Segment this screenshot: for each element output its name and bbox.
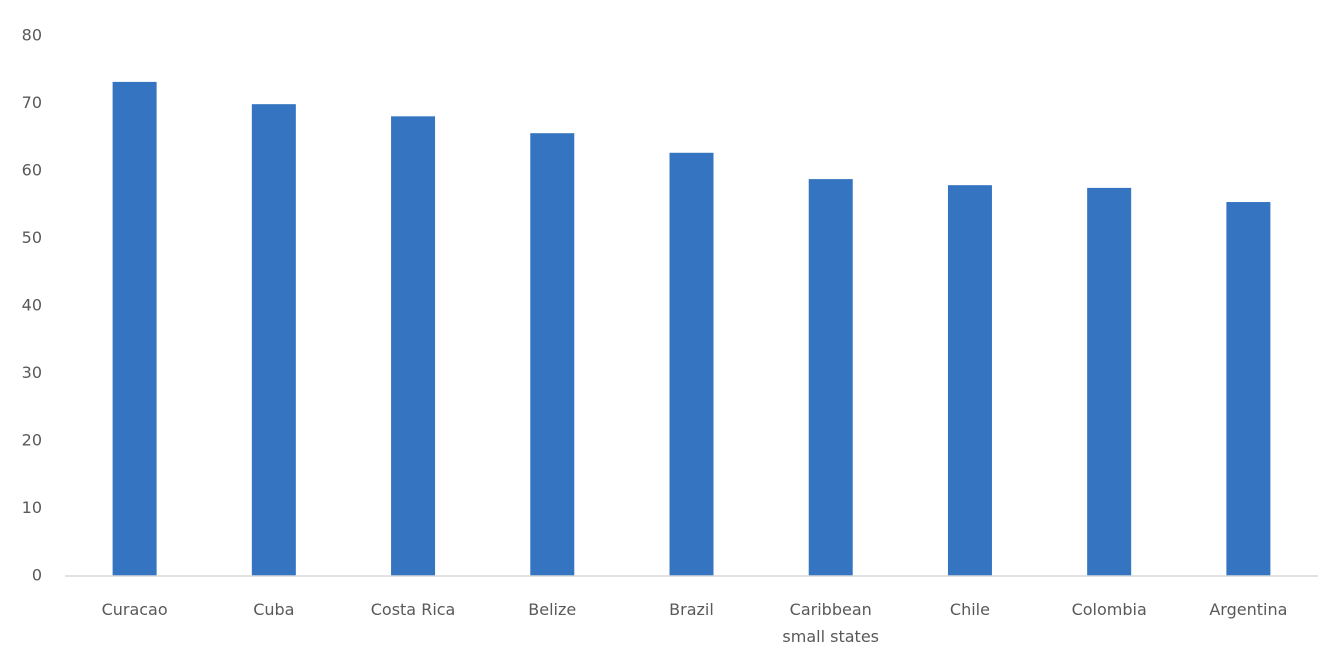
x-tick-label: Chile bbox=[949, 600, 990, 619]
x-tick-label: Belize bbox=[528, 600, 577, 619]
y-tick-label: 0 bbox=[32, 566, 42, 585]
bar bbox=[530, 133, 575, 576]
bar bbox=[1226, 202, 1271, 577]
y-tick-label: 60 bbox=[22, 161, 42, 180]
bar bbox=[1087, 187, 1132, 576]
x-tick-label: Brazil bbox=[669, 600, 714, 619]
y-tick-label: 80 bbox=[22, 26, 42, 45]
x-tick-label: Colombia bbox=[1071, 600, 1147, 619]
bar bbox=[251, 104, 296, 577]
y-tick-label: 40 bbox=[22, 296, 42, 315]
y-tick-label: 50 bbox=[22, 228, 42, 247]
x-tick-label: Costa Rica bbox=[370, 600, 456, 619]
x-tick-label: Curacao bbox=[101, 600, 168, 619]
x-tick-label: Cuba bbox=[253, 600, 295, 619]
x-tick-label: Argentina bbox=[1209, 600, 1288, 619]
bar bbox=[669, 152, 714, 576]
bar bbox=[947, 185, 992, 577]
bar bbox=[112, 81, 157, 577]
bar bbox=[391, 116, 436, 576]
bar bbox=[808, 179, 853, 576]
y-tick-label: 10 bbox=[22, 498, 42, 517]
y-tick-label: 30 bbox=[22, 363, 42, 382]
y-tick-label: 20 bbox=[22, 431, 42, 450]
x-tick-label: Caribbean small states bbox=[782, 600, 879, 646]
y-tick-label: 70 bbox=[22, 93, 42, 112]
